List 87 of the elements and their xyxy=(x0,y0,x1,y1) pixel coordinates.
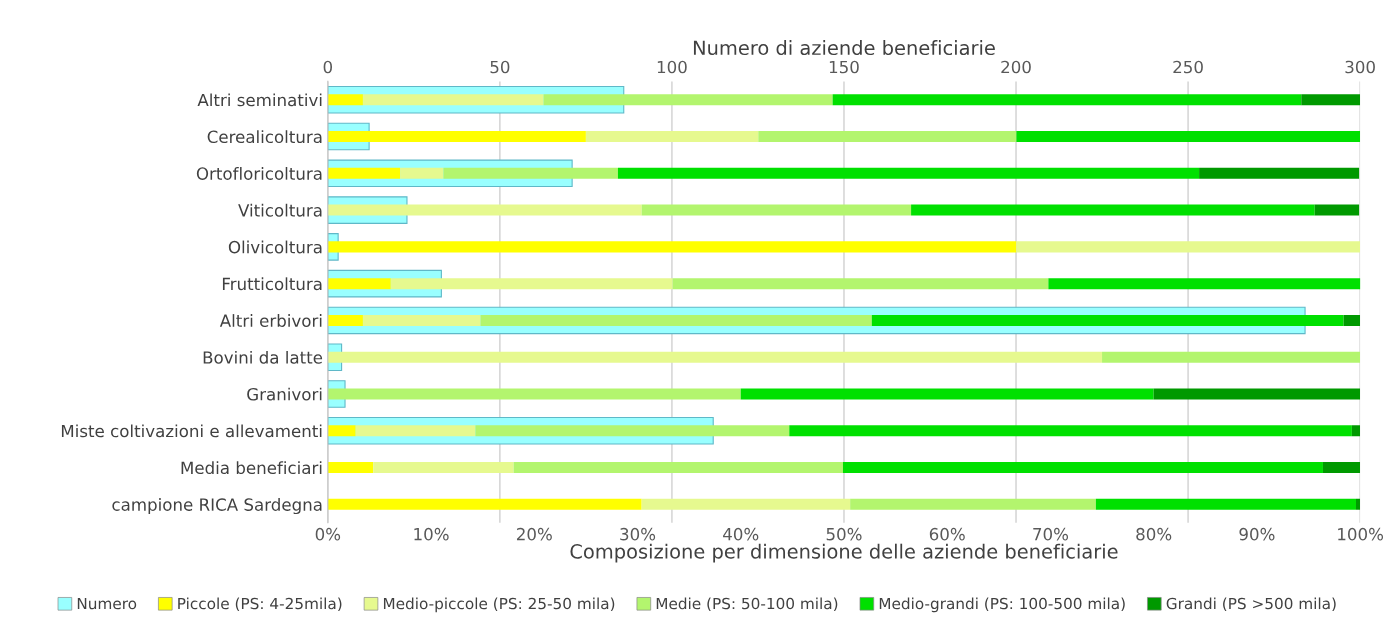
bar xyxy=(1343,314,1361,326)
y-tick-label: Viticoltura xyxy=(238,203,322,217)
bar xyxy=(390,278,673,290)
bar xyxy=(327,204,642,216)
bar xyxy=(911,204,1315,216)
x-tick-label: 0% xyxy=(315,527,341,541)
x-tick-label: 80% xyxy=(1136,527,1172,541)
bar xyxy=(1095,498,1356,510)
bar xyxy=(842,462,1323,474)
bar xyxy=(617,167,1200,179)
bar xyxy=(1301,94,1361,106)
bar xyxy=(373,462,514,474)
bar xyxy=(327,241,1017,253)
x-tick-label: 10% xyxy=(414,527,449,541)
y-tick-label: Cerealicoltura xyxy=(207,130,322,144)
bar xyxy=(443,167,618,179)
bar xyxy=(327,94,363,106)
x-tick-label: 60% xyxy=(929,527,965,541)
bar xyxy=(1102,351,1361,363)
x-tick-label: 90% xyxy=(1239,527,1275,541)
bar xyxy=(1322,462,1361,474)
bar xyxy=(362,94,544,106)
bar xyxy=(327,388,741,400)
bar xyxy=(740,388,1154,400)
x2-tick-label: 150 xyxy=(829,60,859,74)
bar xyxy=(1351,425,1361,437)
legend-label: Medie (PS: 50-100 mila) xyxy=(656,597,838,612)
bar xyxy=(1314,204,1360,216)
bar xyxy=(871,314,1344,326)
x-tick-label: 40% xyxy=(723,527,759,541)
bar xyxy=(850,498,1096,510)
y-tick-label: Olivicoltura xyxy=(228,240,322,254)
bar xyxy=(1048,278,1361,290)
bar xyxy=(1153,388,1361,400)
x2-axis-title: Numero di aziende beneficiarie xyxy=(693,40,995,56)
bar xyxy=(789,425,1352,437)
x-tick-label: 20% xyxy=(516,527,552,541)
bar xyxy=(1199,167,1360,179)
y-tick-label: Miste coltivazioni e allevamenti xyxy=(61,424,322,438)
x-tick-label: 30% xyxy=(620,527,656,541)
y-tick-label: campione RICA Sardegna xyxy=(112,497,322,515)
y-tick-label: Media beneficiari xyxy=(181,461,322,475)
legend-label: Numero xyxy=(77,597,137,610)
y-tick-label: Altri erbivori xyxy=(219,314,322,327)
bar xyxy=(327,498,642,510)
bar xyxy=(543,94,833,106)
y-tick-label: Altri seminativi xyxy=(197,93,322,107)
legend-label: Medio-grandi (PS: 100-500 mila) xyxy=(879,597,1125,613)
bar xyxy=(758,131,1017,143)
bar xyxy=(480,314,872,326)
bar xyxy=(400,167,444,179)
bar xyxy=(327,131,586,143)
bar xyxy=(327,167,401,179)
y-tick-label: Bovini da latte xyxy=(203,350,323,364)
bar xyxy=(641,204,912,216)
bar xyxy=(513,462,843,474)
bar xyxy=(327,314,363,326)
x-tick-label: 50% xyxy=(826,527,862,541)
legend-label: Piccole (PS: 4-25mila) xyxy=(178,597,342,612)
bar xyxy=(672,278,1049,290)
bar xyxy=(1016,131,1361,143)
x-tick-label: 70% xyxy=(1033,527,1069,541)
bar xyxy=(327,462,374,474)
bar xyxy=(475,425,790,437)
bar xyxy=(585,131,759,143)
x2-tick-label: 300 xyxy=(1345,60,1375,74)
legend-label: Medio-piccole (PS: 25-50 mila) xyxy=(383,597,615,613)
x2-tick-label: 250 xyxy=(1173,60,1203,74)
x2-tick-label: 50 xyxy=(490,60,510,74)
y-tick-label: Ortofloricoltura xyxy=(196,166,322,180)
bar xyxy=(327,425,356,437)
x2-tick-label: 0 xyxy=(323,60,333,74)
x-axis-title: Composizione per dimensione delle aziende beneficiarie xyxy=(570,543,1118,563)
bar xyxy=(832,94,1302,106)
bar xyxy=(362,314,481,326)
legend-label: Grandi (PS >500 mila) xyxy=(1166,597,1336,612)
x-tick-label: 100% xyxy=(1338,527,1384,541)
bar xyxy=(327,351,1103,363)
bar xyxy=(355,425,476,437)
bar xyxy=(1356,498,1361,510)
bar xyxy=(1016,241,1361,253)
x2-tick-label: 200 xyxy=(1001,60,1031,74)
y-tick-label: Granivori xyxy=(247,387,322,401)
x2-tick-label: 100 xyxy=(657,60,687,74)
y-tick-label: Frutticoltura xyxy=(222,277,322,291)
bar xyxy=(327,278,391,290)
bar xyxy=(641,498,851,510)
